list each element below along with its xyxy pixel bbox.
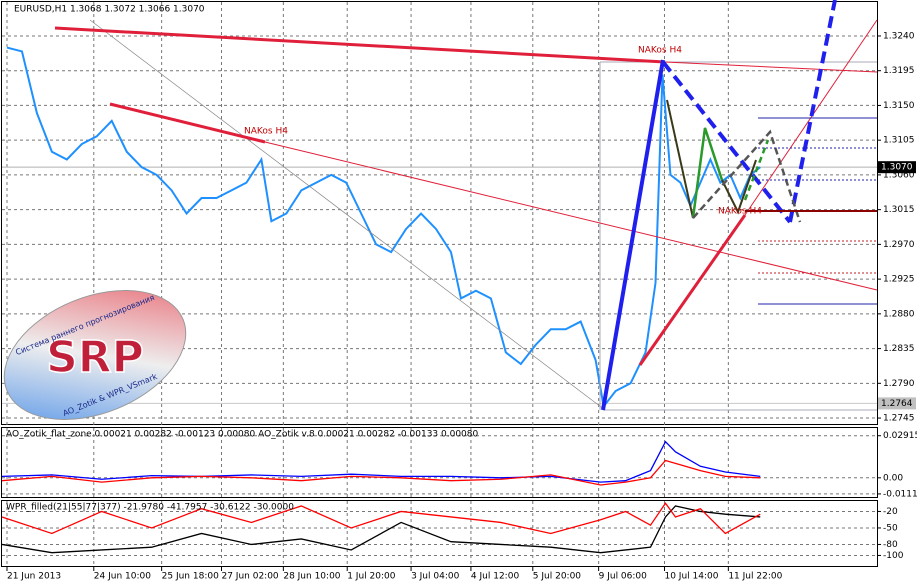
wave-line — [661, 60, 792, 224]
annotation: NAKos H4 — [718, 207, 762, 217]
price-box — [878, 161, 916, 174]
y-tick-label: -100 — [883, 551, 904, 561]
y-tick-label: 1.3015 — [883, 205, 915, 215]
price-line — [1, 505, 761, 554]
panel-title: AO_Zotik_flat_zone 0.00021 0.00282 -0.00… — [6, 430, 479, 440]
y-tick-label: 1.3195 — [883, 66, 915, 76]
x-tick-label: 11 Jul 22:00 — [728, 572, 782, 582]
price-line — [1, 459, 761, 486]
y-tick-label: 1.3105 — [883, 136, 915, 146]
y-tick-label: 1.3060 — [883, 170, 915, 180]
x-tick-label: 4 Jul 12:00 — [471, 572, 520, 582]
wave-line — [788, 0, 837, 223]
trend-line — [54, 26, 666, 64]
y-tick-label: 1.2745 — [883, 414, 915, 424]
trend-line — [89, 19, 606, 411]
y-tick-label: -80 — [883, 540, 898, 550]
y-tick-label: 0.00 — [883, 473, 903, 483]
y-tick-label: 1.2835 — [883, 344, 915, 354]
trend-line — [109, 102, 266, 144]
y-tick-label: 1.3240 — [883, 31, 915, 41]
ao-frame — [1, 427, 878, 498]
y-tick-label: 1.2925 — [883, 275, 915, 285]
x-tick-label: 21 Jun 2013 — [7, 572, 61, 582]
price-box — [878, 397, 916, 410]
panel-title: WPR_filled(21|55|77|377) -21.9780 -41.79… — [6, 503, 294, 513]
logo-text: SRP — [46, 332, 144, 383]
y-tick-label: -20 — [883, 507, 898, 517]
annotation: NAKos H4 — [638, 46, 682, 56]
trend-line — [638, 214, 747, 366]
x-tick-label: 27 Jun 02:00 — [221, 572, 278, 582]
y-tick-label: -50 — [883, 523, 898, 533]
x-tick-label: 5 Jul 20:00 — [533, 572, 582, 582]
x-tick-label: 3 Jul 04:00 — [411, 572, 460, 582]
y-tick-label: 0.02915 — [883, 431, 917, 441]
trend-line — [664, 61, 878, 73]
price-line — [1, 440, 761, 483]
wpr-frame — [1, 500, 878, 567]
zigzag — [691, 127, 724, 219]
price-line — [6, 46, 761, 409]
y-tick-label: 1.2970 — [883, 240, 915, 250]
x-tick-label: 25 Jun 18:00 — [162, 572, 219, 582]
x-tick-label: 1 Jul 20:00 — [347, 572, 396, 582]
chart-title: EURUSD,H1 1.3068 1.3072 1.3066 1.3070 — [14, 5, 205, 15]
projection — [743, 139, 770, 201]
x-tick-label: 28 Jun 10:00 — [283, 572, 340, 582]
price-label: 1.2764 — [881, 399, 913, 409]
trend-line — [264, 141, 878, 291]
annotation: NAKos H4 — [244, 127, 288, 137]
price-label: 1.3070 — [881, 163, 913, 173]
x-tick-label: 24 Jun 10:00 — [94, 572, 151, 582]
y-tick-label: -0.01116 — [883, 489, 917, 499]
logo-ellipse — [3, 290, 187, 420]
y-tick-label: 1.3150 — [883, 101, 915, 111]
main-frame — [1, 1, 878, 425]
y-tick-label: 1.2790 — [883, 379, 915, 389]
y-tick-label: 1.2880 — [883, 309, 915, 319]
price-line — [1, 502, 761, 535]
projection — [692, 129, 802, 223]
wave-line — [601, 59, 665, 411]
x-tick-label: 10 Jul 14:00 — [664, 572, 718, 582]
logo: SRP Система раннего прогнозирования AO_Z… — [3, 290, 187, 420]
x-tick-label: 9 Jul 06:00 — [599, 572, 648, 582]
analysis-drawings — [54, 0, 878, 411]
